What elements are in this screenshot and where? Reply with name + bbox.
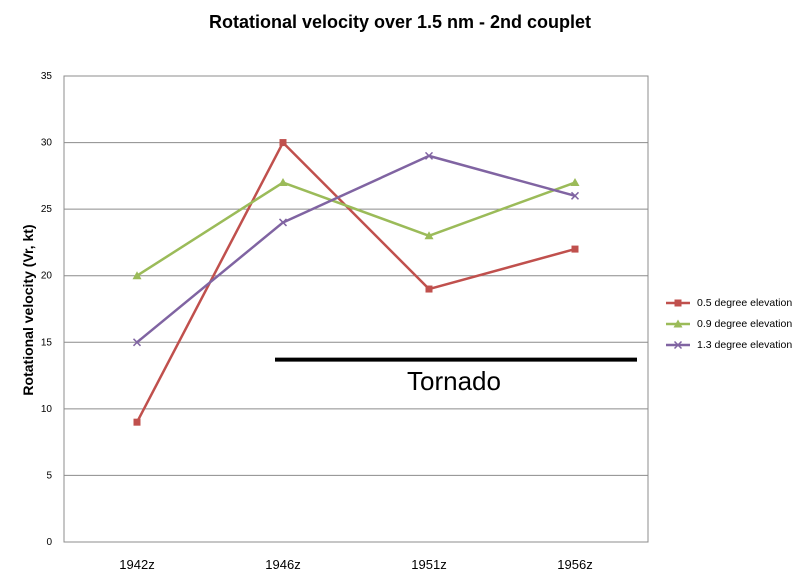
data-point-s2-1956z (570, 178, 580, 187)
data-point-s1-1942z (133, 418, 141, 426)
data-point-s2-1946z (278, 178, 288, 187)
plot-border (63, 75, 649, 543)
data-point-s3-1951z (424, 151, 434, 160)
legend-swatch-2 (666, 319, 690, 327)
legend-label-3: 1.3 degree elevation (697, 338, 793, 351)
y-tick-label-5: 5 (46, 470, 52, 481)
series-line-1 (135, 141, 576, 423)
legend-swatch-3 (666, 340, 690, 349)
y-tick-label-30: 30 (41, 138, 53, 149)
y-tick-label-10: 10 (41, 404, 53, 415)
x-tick-label-1942z: 1942z (119, 557, 154, 572)
legend-item-1: 0.5 degree elevation (664, 292, 792, 313)
data-point-s3-1942z (132, 338, 142, 347)
chart-title: Rotational velocity over 1.5 nm - 2nd co… (208, 12, 592, 32)
x-tick-label-1956z: 1956z (557, 557, 592, 572)
y-tick-label-25: 25 (41, 204, 53, 215)
legend-item-3: 1.3 degree elevation (664, 334, 792, 355)
y-tick-label-0: 0 (46, 537, 52, 548)
x-tick-label-1946z: 1946z (265, 557, 300, 572)
legend-label-2: 0.9 degree elevation (697, 317, 793, 330)
data-point-s2-1942z (132, 271, 142, 280)
y-tick-label-35: 35 (41, 71, 53, 82)
data-point-s1-1956z (571, 245, 579, 253)
x-tick-label-1951z: 1951z (411, 557, 446, 572)
data-point-s1-1946z (279, 139, 287, 147)
y-tick-label-20: 20 (41, 271, 53, 282)
legend-swatch-1 (666, 299, 690, 306)
legend-label-1: 0.5 degree elevation (697, 296, 793, 309)
series-line-2 (136, 181, 576, 277)
legend-item-2: 0.9 degree elevation (664, 313, 792, 334)
data-point-s2-1951z (424, 231, 434, 240)
data-point-s3-1956z (570, 191, 580, 200)
series-line-3 (136, 154, 576, 344)
tornado-annotation-label: Tornado (407, 366, 501, 396)
legend: 0.5 degree elevation 0.9 degree elevation… (664, 292, 792, 355)
data-point-s1-1951z (425, 285, 433, 293)
data-point-s3-1946z (278, 218, 288, 227)
y-tick-label-15: 15 (41, 337, 53, 348)
